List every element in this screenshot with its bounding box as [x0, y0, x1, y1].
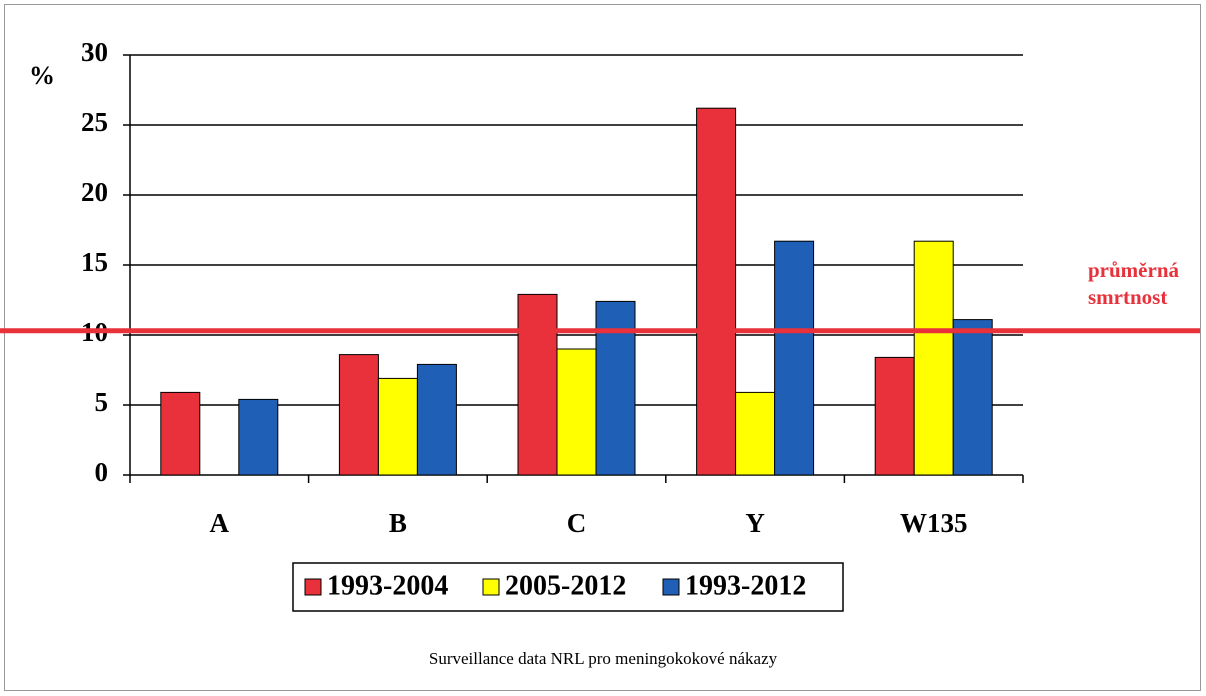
x-tick-label: C — [567, 508, 587, 538]
x-tick-label: B — [389, 508, 407, 538]
frame — [4, 4, 1201, 691]
y-tick-label: 0 — [95, 457, 109, 487]
legend-swatch — [304, 578, 322, 596]
bar — [377, 377, 418, 476]
legend-label: 1993-2004 — [327, 570, 448, 601]
y-tick-label: 20 — [81, 177, 108, 207]
bar — [874, 356, 915, 476]
bar — [696, 107, 737, 476]
y-tick-label: 25 — [81, 107, 108, 137]
y-tick-label: 15 — [81, 247, 108, 277]
legend-label: 1993-2012 — [685, 570, 806, 601]
reference-label: průměrná — [1088, 258, 1179, 282]
bar — [952, 319, 993, 476]
legend — [292, 562, 844, 612]
bar — [774, 240, 815, 476]
y-tick-label: 30 — [81, 37, 108, 67]
x-tick-label: W135 — [900, 508, 968, 538]
legend-swatch — [662, 578, 680, 596]
bar — [238, 398, 279, 476]
bar — [338, 354, 379, 476]
y-tick-label: 5 — [95, 387, 109, 417]
x-tick-label: A — [210, 508, 230, 538]
bar — [160, 391, 201, 476]
bar — [416, 363, 457, 476]
reference-label: smrtnost — [1088, 285, 1167, 309]
y-axis-label: % — [29, 61, 55, 90]
bar — [595, 300, 636, 476]
bar — [913, 240, 954, 476]
x-tick-label: Y — [745, 508, 765, 538]
bar — [556, 348, 597, 476]
caption: Surveillance data NRL pro meningokokové … — [429, 649, 778, 668]
bar — [735, 391, 776, 476]
legend-label: 2005-2012 — [505, 570, 626, 601]
legend-swatch — [482, 578, 500, 596]
bar — [517, 293, 558, 476]
